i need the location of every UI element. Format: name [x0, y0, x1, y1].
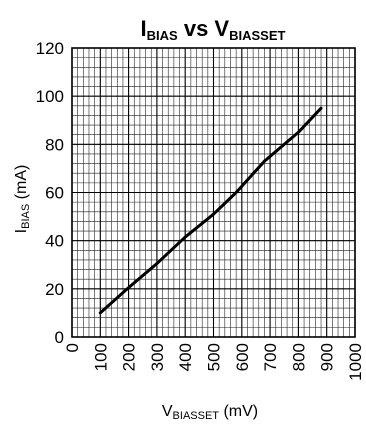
grid-major	[71, 47, 356, 338]
y-axis-label-bias: BIAS	[20, 204, 32, 229]
y-axis-label: IBIAS (mA)	[13, 165, 32, 234]
x-tick-label: 100	[91, 343, 110, 371]
x-axis-label-v: V	[162, 403, 173, 420]
x-tick-label: 700	[261, 343, 280, 371]
x-tick-label: 900	[318, 343, 337, 371]
y-tick-labels: 0 20 40 60 80 100 120	[36, 39, 64, 347]
y-tick-label: 100	[36, 87, 64, 106]
x-tick-label: 0	[63, 343, 82, 352]
x-axis-label-unit: (mV)	[219, 403, 258, 420]
chart-title-i: I	[141, 16, 147, 41]
x-tick-label: 200	[120, 343, 139, 371]
y-tick-label: 60	[45, 184, 64, 203]
x-tick-labels: 0 100 200 300 400 500 600 700 800 900 1000	[63, 343, 365, 381]
series-line-1	[98, 106, 323, 315]
x-tick-label: 500	[205, 343, 224, 371]
chart-title: IBIAS vs VBIASSET	[141, 16, 286, 43]
y-tick-label: 80	[45, 135, 64, 154]
x-tick-label: 300	[148, 343, 167, 371]
series-layer	[98, 106, 323, 315]
y-tick-label: 120	[36, 39, 64, 58]
y-tick-label: 20	[45, 280, 64, 299]
x-axis-label-biasset: BIASSET	[173, 410, 220, 422]
x-tick-label: 800	[289, 343, 308, 371]
x-axis-label: VBIASSET (mV)	[162, 403, 258, 422]
x-tick-label: 1000	[346, 343, 365, 381]
x-tick-label: 600	[233, 343, 252, 371]
chart-title-vs: vs	[178, 16, 215, 41]
chart-title-v: V	[214, 16, 229, 41]
chart-title-biasset: BIASSET	[229, 28, 285, 43]
y-axis-label-i: I	[13, 229, 30, 233]
y-tick-label: 0	[55, 328, 64, 347]
plot-frame	[71, 47, 356, 338]
chart-title-bias: BIAS	[147, 28, 178, 43]
y-axis-label-unit: (mA)	[13, 165, 30, 204]
y-tick-label: 40	[45, 232, 64, 251]
x-tick-label: 400	[176, 343, 195, 371]
